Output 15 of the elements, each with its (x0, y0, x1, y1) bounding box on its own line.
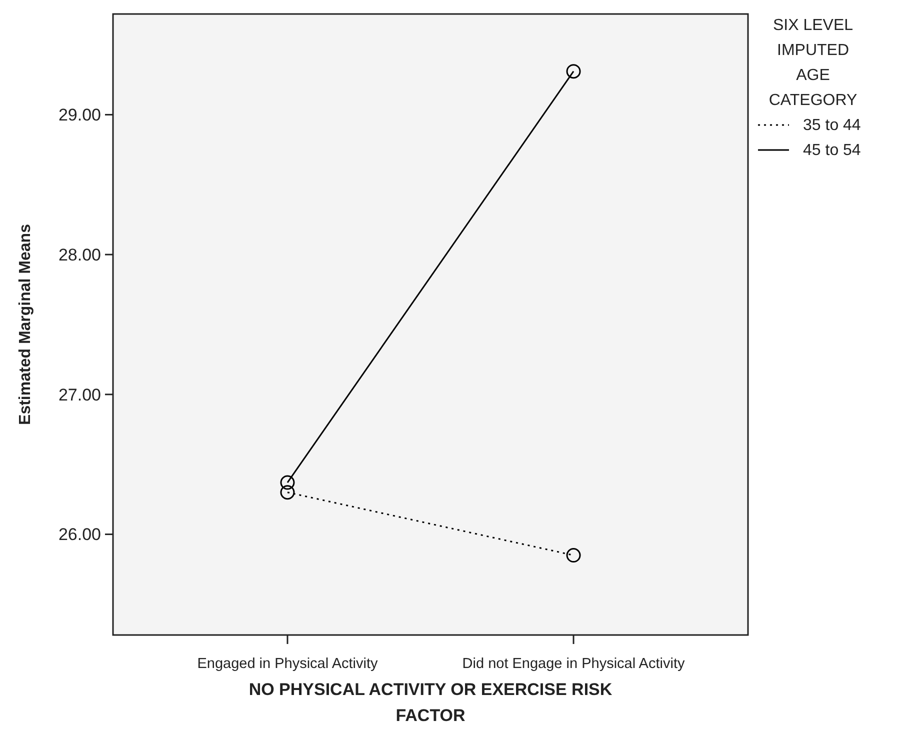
legend-title: SIX LEVEL IMPUTED AGE CATEGORY (768, 17, 858, 109)
legend-label: 45 to 54 (803, 142, 861, 159)
point (566, 548, 581, 563)
point (566, 64, 581, 79)
y-axis-title: Estimated Marginal Means (17, 224, 34, 425)
x-tick-label: Engaged in Physical Activity (197, 656, 378, 672)
y-tick-label: 28.00 (58, 246, 101, 265)
legend-label: 35 to 44 (803, 117, 861, 134)
y-tick-label: 26.00 (58, 525, 101, 544)
point (280, 475, 295, 490)
point (280, 485, 295, 500)
y-tick-label: 29.00 (58, 106, 101, 125)
x-axis-title: NO PHYSICAL ACTIVITY OR EXERCISE RISK FACTOR (248, 680, 613, 725)
y-tick-label: 27.00 (58, 385, 101, 404)
x-tick-label: Did not Engage in Physical Activity (462, 656, 686, 672)
